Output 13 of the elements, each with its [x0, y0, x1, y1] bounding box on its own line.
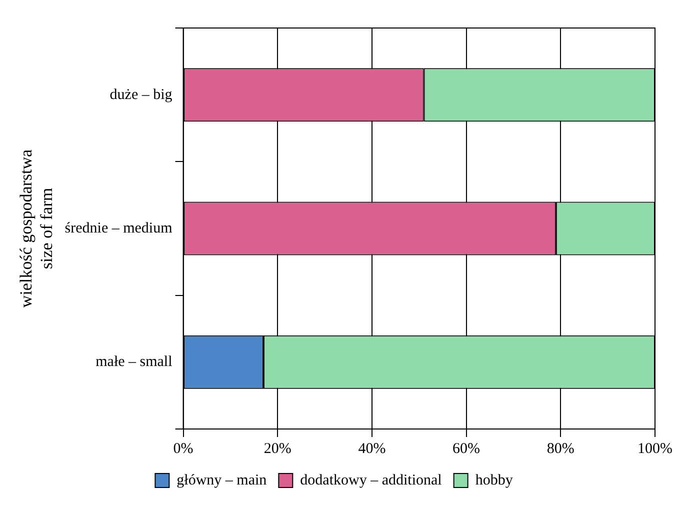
- x-tick-label: 0%: [173, 440, 194, 457]
- legend-label: główny – main: [176, 472, 268, 488]
- x-tick-label: 100%: [638, 440, 672, 457]
- y-tick-label: średnie – medium: [64, 220, 173, 236]
- x-tick-label: 80%: [546, 440, 574, 457]
- x-tick-label: 40%: [358, 440, 386, 457]
- legend-label: dodatkowy – additional: [300, 472, 442, 488]
- x-tick-label: 60%: [452, 440, 480, 457]
- legend-label: hobby: [475, 472, 514, 488]
- y-tick-label: duże – big: [110, 86, 173, 103]
- x-tick-label: 20%: [264, 440, 292, 457]
- y-tick-label: małe – small: [96, 354, 172, 370]
- y-axis-title: wielkość gospodarstwa size of farm: [16, 148, 56, 308]
